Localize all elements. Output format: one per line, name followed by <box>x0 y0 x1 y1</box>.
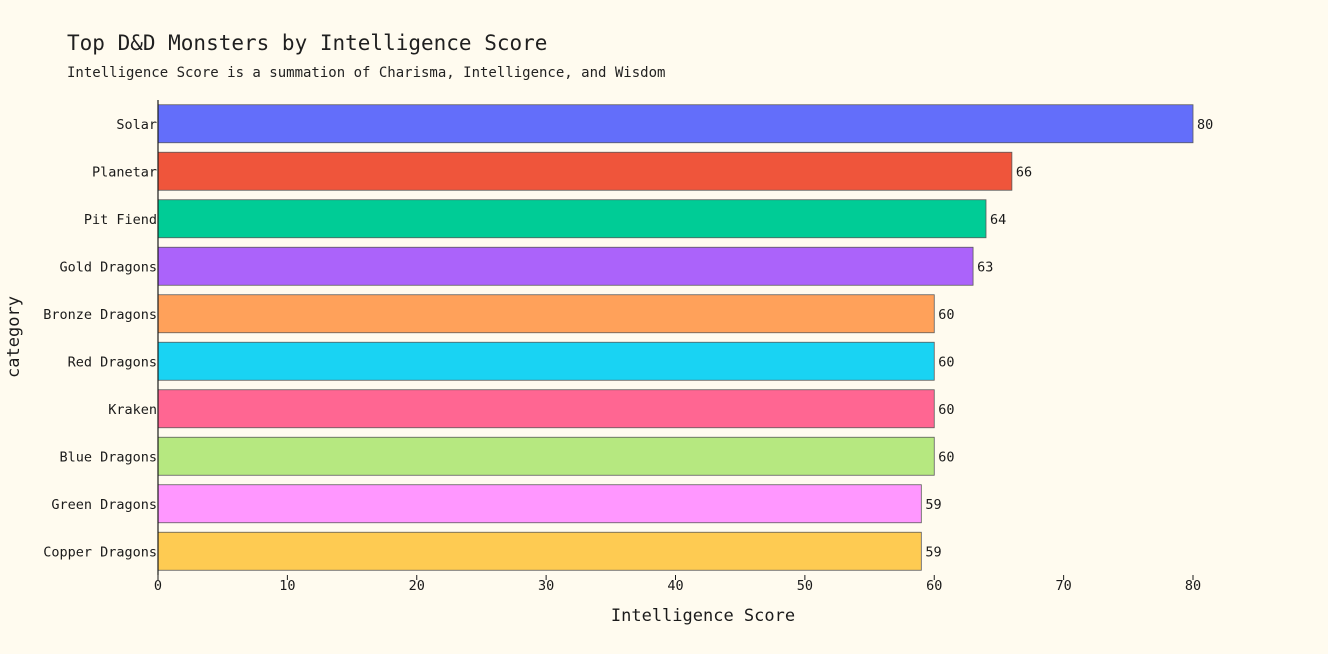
x-axis-ticks: 0 10 20 30 40 50 60 70 80 <box>154 575 1201 594</box>
bar-kraken <box>157 389 935 429</box>
x-tick-label-30: 30 <box>538 578 554 594</box>
bar-planetar <box>157 151 1013 191</box>
chart-title: Top D&D Monsters by Intelligence Score <box>67 31 547 55</box>
x-tick-label-40: 40 <box>667 578 683 594</box>
bar-pit-fiend <box>157 199 987 239</box>
bar-copper-dragons <box>157 531 922 571</box>
bar-gold-dragons <box>157 246 974 286</box>
data-label-kraken: 60 <box>938 402 954 418</box>
y-tick-label-kraken: Kraken <box>108 402 157 418</box>
y-tick-label-copper-dragons: Copper Dragons <box>43 544 157 560</box>
bar-bronze-dragons <box>157 294 935 334</box>
y-tick-label-planetar: Planetar <box>92 164 157 180</box>
x-tick-label-0: 0 <box>154 578 162 594</box>
data-label-green-dragons: 59 <box>925 497 941 513</box>
data-label-red-dragons: 60 <box>938 354 954 370</box>
y-tick-label-gold-dragons: Gold Dragons <box>59 259 157 275</box>
bar-blue-dragons <box>157 436 935 476</box>
data-label-planetar: 66 <box>1016 164 1032 180</box>
data-label-copper-dragons: 59 <box>925 544 941 560</box>
x-axis-title: Intelligence Score <box>611 606 795 626</box>
bar-red-dragons <box>157 341 935 381</box>
data-label-pit-fiend: 64 <box>990 212 1006 228</box>
y-tick-label-red-dragons: Red Dragons <box>68 354 157 370</box>
y-tick-label-solar: Solar <box>116 117 157 133</box>
y-tick-label-bronze-dragons: Bronze Dragons <box>43 307 157 323</box>
y-axis-title: category <box>4 296 24 378</box>
data-label-solar: 80 <box>1197 117 1213 133</box>
chart-subtitle: Intelligence Score is a summation of Cha… <box>67 65 665 81</box>
x-tick-label-80: 80 <box>1185 578 1201 594</box>
y-tick-label-blue-dragons: Blue Dragons <box>59 449 157 465</box>
bar-solar <box>157 104 1194 144</box>
y-tick-label-green-dragons: Green Dragons <box>51 497 157 513</box>
y-axis-ticks: Solar Planetar Pit Fiend Gold Dragons Bronze… <box>43 117 157 561</box>
x-tick-label-70: 70 <box>1055 578 1071 594</box>
bars-group: 80 66 64 63 60 60 60 60 59 59 <box>157 104 1213 571</box>
bar-green-dragons <box>157 484 922 524</box>
x-tick-label-50: 50 <box>797 578 813 594</box>
data-label-bronze-dragons: 60 <box>938 307 954 323</box>
x-tick-label-60: 60 <box>926 578 942 594</box>
data-label-gold-dragons: 63 <box>977 259 993 275</box>
x-tick-label-10: 10 <box>279 578 295 594</box>
y-tick-label-pit-fiend: Pit Fiend <box>84 212 157 228</box>
x-tick-label-20: 20 <box>409 578 425 594</box>
data-label-blue-dragons: 60 <box>938 449 954 465</box>
